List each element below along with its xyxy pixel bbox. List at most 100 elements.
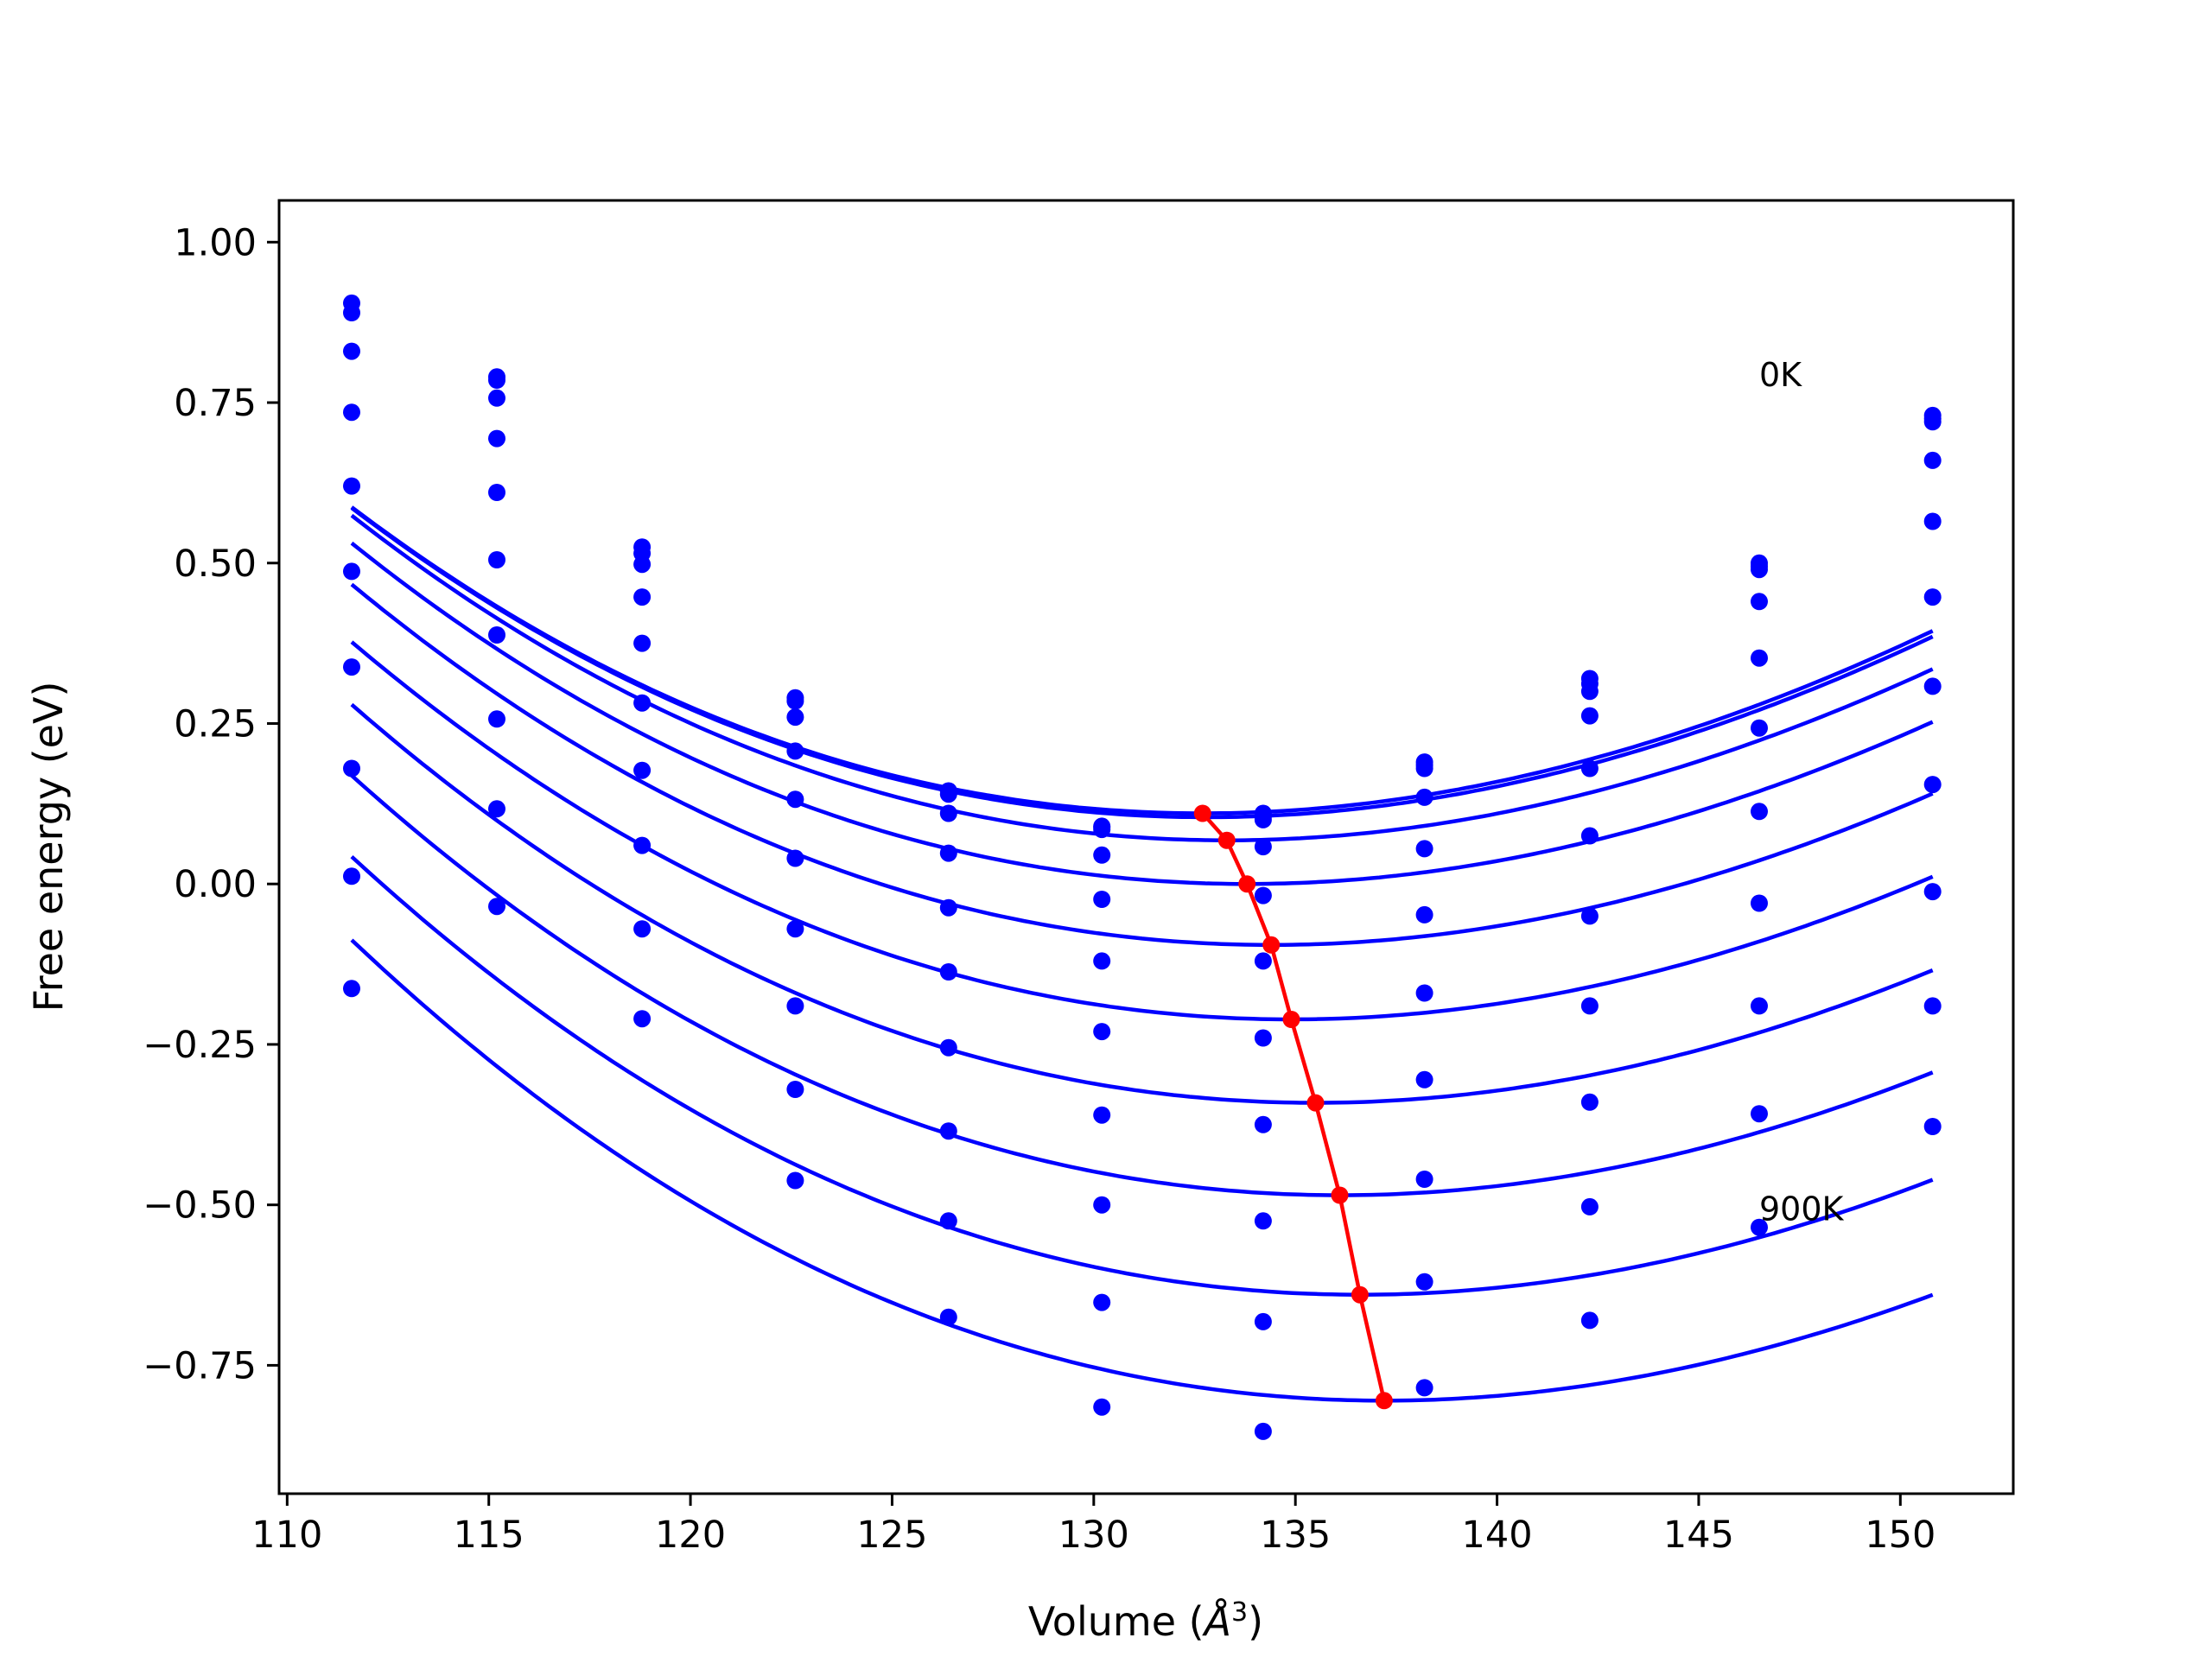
data-point-s10-v10 (1923, 1118, 1942, 1135)
data-point-s5-v7 (1415, 905, 1433, 924)
data-point-s6-v6 (1254, 1029, 1272, 1047)
data-point-s4-v7 (1415, 840, 1433, 858)
data-point-s7-v5 (1093, 1106, 1111, 1124)
data-point-s7-v9 (1751, 894, 1768, 912)
data-point-s2-v1 (488, 389, 505, 407)
data-point-s3-v9 (1751, 593, 1768, 611)
data-point-s5-v9 (1751, 719, 1768, 737)
data-point-s5-v3 (786, 849, 804, 867)
data-point-s4-v1 (488, 484, 505, 501)
data-point-s7-v6 (1254, 1115, 1272, 1133)
data-point-s4-v0 (343, 477, 360, 495)
data-point-s3-v10 (1923, 451, 1942, 469)
data-point-s6-v1 (488, 626, 505, 644)
data-point-s4-v3 (786, 790, 804, 809)
minima-point-8 (1375, 1392, 1393, 1410)
annotation-1: 900K (1759, 1190, 1845, 1228)
minima-point-0 (1193, 804, 1211, 822)
data-point-s2-v6 (1254, 810, 1272, 828)
data-point-s8-v2 (633, 920, 652, 938)
data-point-s3-v7 (1415, 788, 1433, 806)
minima-point-3 (1262, 936, 1281, 954)
data-point-s7-v1 (488, 710, 505, 728)
data-point-s4-v9 (1751, 649, 1768, 667)
y-tick-label: 0.75 (174, 382, 257, 425)
data-point-s4-v8 (1580, 759, 1599, 778)
data-point-s5-v6 (1254, 952, 1272, 970)
data-point-s9-v1 (488, 898, 505, 916)
minima-point-5 (1306, 1094, 1325, 1112)
minima-point-6 (1331, 1186, 1349, 1204)
data-point-s9-v3 (786, 1171, 804, 1190)
y-tick-label: 0.00 (174, 863, 257, 906)
data-point-s2-v8 (1580, 682, 1599, 701)
data-point-s7-v2 (633, 836, 652, 854)
data-point-s7-v10 (1923, 776, 1942, 794)
fit-curve-3 (350, 541, 1934, 886)
data-point-s5-v4 (939, 963, 957, 981)
data-point-s8-v6 (1254, 1212, 1272, 1230)
x-axis: 110 115 120 125 130 135 140 145 150 (251, 1494, 1936, 1557)
plot-area (343, 294, 1942, 1440)
fit-curve-7 (350, 774, 1934, 1197)
data-point-s4-v2 (633, 634, 652, 652)
data-point-s2-v5 (1093, 821, 1111, 839)
data-point-s6-v2 (633, 761, 652, 779)
annotations: 0K 900K (1759, 356, 1845, 1228)
data-point-s1-v4 (939, 785, 957, 803)
data-point-s9-v2 (633, 1010, 652, 1028)
data-point-s4-v10 (1923, 512, 1942, 530)
data-point-s3-v4 (939, 844, 957, 862)
fit-curve-1 (350, 506, 1934, 820)
x-tick-label: 135 (1260, 1514, 1331, 1557)
x-tick-label: 120 (655, 1514, 726, 1557)
data-point-s3-v0 (343, 403, 360, 422)
data-point-s10-v7 (1415, 1379, 1433, 1397)
fit-curve-4 (350, 582, 1934, 948)
data-point-s8-v0 (343, 867, 360, 885)
fit-curve-8 (350, 854, 1934, 1297)
data-point-s3-v6 (1254, 838, 1272, 856)
data-point-s9-v4 (939, 1308, 957, 1326)
data-point-s8-v8 (1580, 1093, 1599, 1111)
data-point-s6-v0 (343, 658, 360, 676)
data-point-s5-v2 (633, 694, 652, 712)
data-point-s3-v3 (786, 742, 804, 760)
data-point-s10-v6 (1254, 1422, 1272, 1440)
y-tick-label: 0.50 (174, 543, 257, 586)
data-point-s3-v1 (488, 429, 505, 447)
data-point-s7-v3 (786, 997, 804, 1015)
data-point-s8-v1 (488, 800, 505, 818)
data-point-s5-v5 (1093, 952, 1111, 970)
data-point-s9-v6 (1254, 1312, 1272, 1330)
y-tick-label: 0.25 (174, 702, 257, 746)
x-tick-label: 125 (856, 1514, 927, 1557)
data-point-s6-v7 (1415, 984, 1433, 1002)
y-axis: 1.00 0.75 0.50 0.25 0.00 −0.25 −0.50 −0.75 (143, 221, 279, 1387)
data-point-s7-v7 (1415, 1070, 1433, 1089)
y-tick-label: −0.50 (143, 1184, 257, 1228)
x-tick-label: 115 (454, 1514, 524, 1557)
data-point-s9-v5 (1093, 1293, 1111, 1311)
x-tick-label: 110 (251, 1514, 322, 1557)
x-tick-label: 130 (1058, 1514, 1129, 1557)
data-point-s5-v8 (1580, 827, 1599, 845)
data-point-s6-v10 (1923, 677, 1942, 695)
data-point-s9-v7 (1415, 1273, 1433, 1291)
x-tick-label: 145 (1663, 1514, 1734, 1557)
data-point-s9-v10 (1923, 997, 1942, 1015)
data-point-s2-v9 (1751, 561, 1768, 579)
data-point-s10-v5 (1093, 1398, 1111, 1416)
data-point-s6-v3 (786, 920, 804, 938)
minima-point-7 (1351, 1285, 1369, 1304)
data-point-s5-v1 (488, 551, 505, 568)
data-point-s2-v10 (1923, 413, 1942, 431)
y-tick-label: 1.00 (174, 221, 257, 264)
data-point-s6-v9 (1751, 803, 1768, 821)
data-point-s2-v0 (343, 342, 360, 360)
data-point-s4-v4 (939, 898, 957, 917)
data-point-s3-v2 (633, 588, 652, 606)
data-point-s10-v9 (1751, 1218, 1768, 1236)
data-point-s9-v0 (343, 980, 360, 998)
